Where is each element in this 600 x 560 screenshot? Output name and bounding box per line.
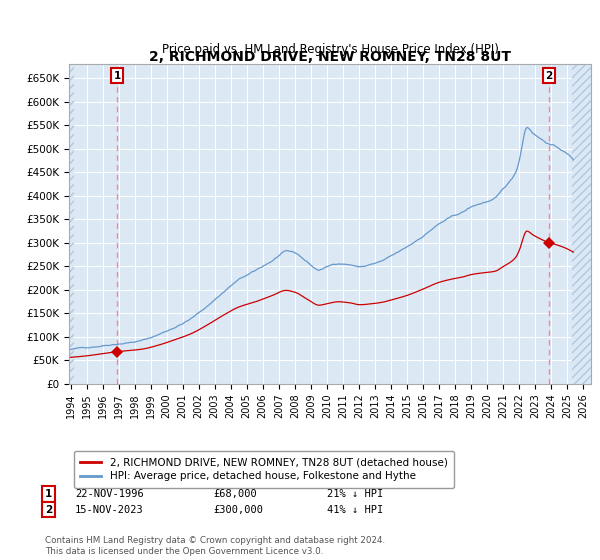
Text: 22-NOV-1996: 22-NOV-1996 <box>75 489 144 499</box>
Text: £300,000: £300,000 <box>213 505 263 515</box>
Text: Contains HM Land Registry data © Crown copyright and database right 2024.
This d: Contains HM Land Registry data © Crown c… <box>45 536 385 556</box>
Title: 2, RICHMOND DRIVE, NEW ROMNEY, TN28 8UT: 2, RICHMOND DRIVE, NEW ROMNEY, TN28 8UT <box>149 50 511 64</box>
Text: 2: 2 <box>45 505 52 515</box>
Text: 2: 2 <box>545 71 553 81</box>
Text: 21% ↓ HPI: 21% ↓ HPI <box>327 489 383 499</box>
Text: 15-NOV-2023: 15-NOV-2023 <box>75 505 144 515</box>
Text: 1: 1 <box>45 489 52 499</box>
Text: 1: 1 <box>113 71 121 81</box>
Text: Price paid vs. HM Land Registry's House Price Index (HPI): Price paid vs. HM Land Registry's House … <box>161 44 499 57</box>
Legend: 2, RICHMOND DRIVE, NEW ROMNEY, TN28 8UT (detached house), HPI: Average price, de: 2, RICHMOND DRIVE, NEW ROMNEY, TN28 8UT … <box>74 451 454 488</box>
Text: £68,000: £68,000 <box>213 489 257 499</box>
Text: 41% ↓ HPI: 41% ↓ HPI <box>327 505 383 515</box>
